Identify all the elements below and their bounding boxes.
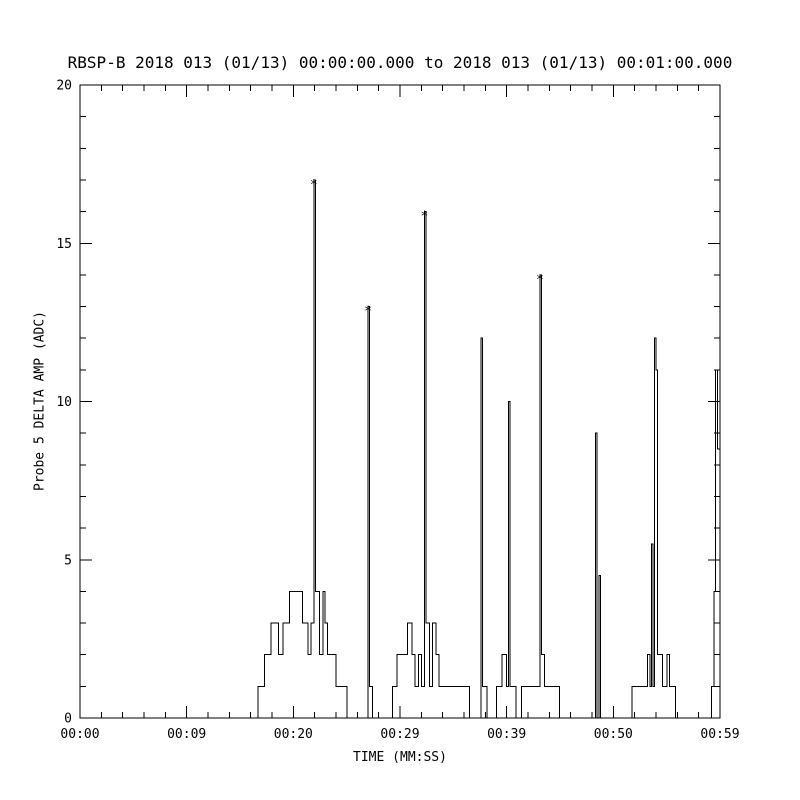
- x-tick-label: 00:59: [700, 727, 739, 742]
- peak-marker-asterisk: *: [364, 305, 372, 320]
- peak-marker-asterisk: *: [310, 178, 318, 193]
- x-axis-label: TIME (MM:SS): [353, 750, 447, 765]
- y-axis-ticks: [80, 84, 720, 719]
- peak-marker-asterisk: *: [420, 210, 428, 225]
- y-tick-label: 5: [64, 553, 72, 568]
- x-tick-label: 00:00: [60, 727, 99, 742]
- x-tick-label: 00:50: [594, 727, 633, 742]
- data-series-line: [80, 179, 720, 719]
- x-axis-ticks: [79, 85, 721, 718]
- plot-title: RBSP-B 2018 013 (01/13) 00:00:00.000 to …: [67, 53, 733, 72]
- y-tick-label: 15: [56, 237, 72, 252]
- axes-frame: [79, 84, 721, 719]
- x-tick-label: 00:20: [274, 727, 313, 742]
- x-tick-label: 00:09: [167, 727, 206, 742]
- x-tick-label: 00:39: [487, 727, 526, 742]
- y-tick-label: 20: [56, 79, 72, 94]
- y-tick-label: 10: [56, 395, 72, 410]
- x-tick-label: 00:29: [380, 727, 419, 742]
- y-tick-label: 0: [64, 712, 72, 727]
- peak-marker-asterisk: *: [536, 273, 544, 288]
- peak-markers: * * * *: [310, 178, 544, 320]
- tick-labels: 00:00 00:09 00:20 00:29 00:39 00:50 00:59 0 5 10 1…: [56, 79, 739, 743]
